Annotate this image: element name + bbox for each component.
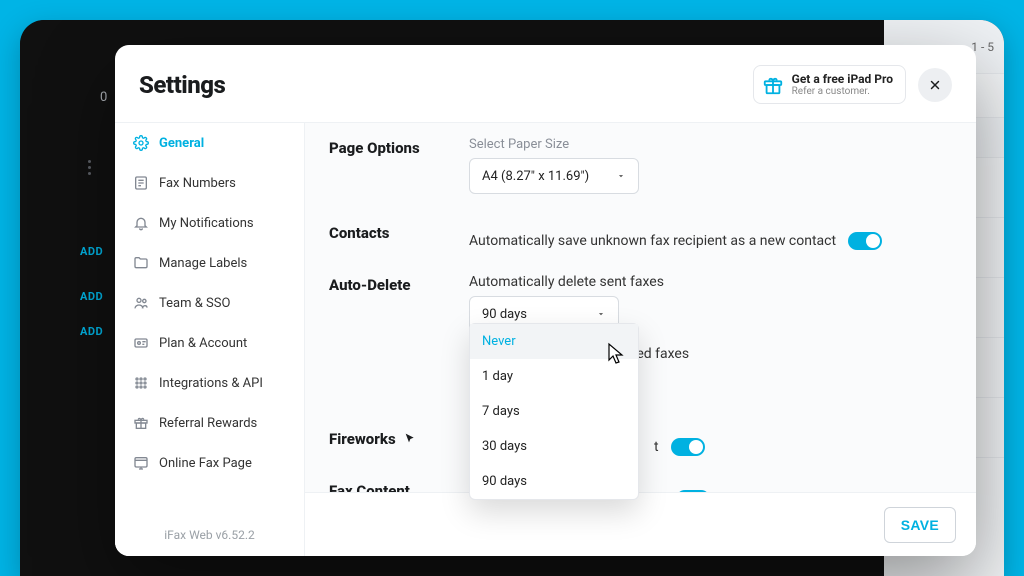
save-button[interactable]: SAVE	[884, 507, 956, 543]
bg-add-2: ADD	[80, 290, 103, 303]
bg-more-icon	[88, 160, 91, 175]
settings-sidebar: General Fax Numbers My Notifications Man…	[115, 123, 305, 556]
chevron-down-icon	[616, 171, 626, 181]
contacts-toggle-label: Automatically save unknown fax recipient…	[469, 233, 836, 249]
sidebar-item-team-sso[interactable]: Team & SSO	[115, 283, 304, 323]
promo-line2: Refer a customer.	[792, 86, 893, 97]
cursor-click-icon	[403, 431, 419, 447]
modal-footer: SAVE	[305, 492, 976, 556]
bell-icon	[133, 215, 149, 231]
gear-icon	[133, 135, 149, 151]
sidebar-item-label: Referral Rewards	[159, 416, 257, 431]
dropdown-option-7days[interactable]: 7 days	[470, 394, 638, 429]
dropdown-option-90days[interactable]: 90 days	[470, 464, 638, 499]
sidebar-item-online-fax-page[interactable]: Online Fax Page	[115, 443, 304, 483]
sidebar-item-plan-account[interactable]: Plan & Account	[115, 323, 304, 363]
sidebar-item-general[interactable]: General	[115, 123, 304, 163]
sidebar-item-label: Integrations & API	[159, 376, 263, 391]
sidebar-item-fax-numbers[interactable]: Fax Numbers	[115, 163, 304, 203]
sidebar-item-notifications[interactable]: My Notifications	[115, 203, 304, 243]
sidebar-item-label: Fax Numbers	[159, 176, 236, 191]
sidebar-item-label: Team & SSO	[159, 296, 230, 311]
gift-icon	[133, 415, 149, 431]
sidebar-item-label: Online Fax Page	[159, 456, 252, 471]
close-button[interactable]	[918, 68, 952, 102]
sidebar-item-integrations[interactable]: Integrations & API	[115, 363, 304, 403]
close-icon	[928, 78, 942, 92]
team-icon	[133, 295, 149, 311]
sidebar-item-referral[interactable]: Referral Rewards	[115, 403, 304, 443]
fireworks-partial-label: t	[654, 439, 659, 455]
section-page-options: Page Options	[329, 137, 469, 157]
sidebar-item-label: My Notifications	[159, 216, 254, 231]
sidebar-item-label: Plan & Account	[159, 336, 247, 351]
mouse-cursor-icon	[605, 341, 629, 365]
card-icon	[133, 335, 149, 351]
section-fireworks: Fireworks	[329, 428, 469, 448]
contacts-toggle[interactable]	[848, 232, 882, 250]
sidebar-item-manage-labels[interactable]: Manage Labels	[115, 243, 304, 283]
page-title: Settings	[139, 71, 225, 99]
chevron-down-icon	[596, 309, 606, 319]
bg-small-text: 0	[100, 90, 107, 105]
sidebar-item-label: Manage Labels	[159, 256, 247, 271]
hash-icon	[133, 175, 149, 191]
folder-icon	[133, 255, 149, 271]
bg-add-3: ADD	[80, 325, 103, 338]
promo-line1: Get a free iPad Pro	[792, 72, 893, 86]
app-version: iFax Web v6.52.2	[115, 514, 304, 556]
paper-size-select[interactable]: A4 (8.27" x 11.69")	[469, 158, 639, 194]
page-icon	[133, 455, 149, 471]
grid-icon	[133, 375, 149, 391]
sidebar-item-label: General	[159, 136, 204, 151]
promo-badge[interactable]: Get a free iPad Pro Refer a customer.	[753, 65, 906, 104]
delete-sent-value: 90 days	[482, 307, 527, 322]
gift-icon	[762, 74, 784, 96]
bg-add-1: ADD	[80, 245, 103, 258]
section-auto-delete: Auto-Delete	[329, 274, 469, 294]
paper-size-value: A4 (8.27" x 11.69")	[482, 169, 589, 184]
section-contacts: Contacts	[329, 222, 469, 242]
settings-modal: Settings Get a free iPad Pro Refer a cus…	[115, 45, 976, 556]
delete-sent-label: Automatically delete sent faxes	[469, 274, 952, 290]
dropdown-option-30days[interactable]: 30 days	[470, 429, 638, 464]
fireworks-toggle[interactable]	[671, 438, 705, 456]
paper-size-label: Select Paper Size	[469, 137, 952, 152]
